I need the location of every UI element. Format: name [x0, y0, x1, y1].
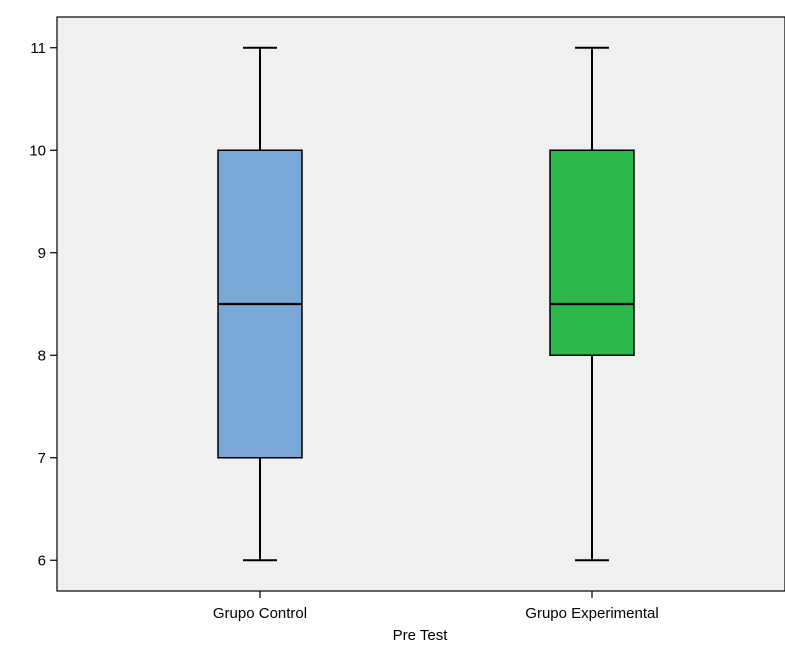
y-tick-label: 11 [30, 40, 46, 57]
box-series [217, 46, 635, 562]
x-axis-title: Pre Test [393, 627, 449, 644]
iqr-box [549, 149, 635, 356]
y-tick-label: 8 [38, 347, 46, 364]
y-tick-label: 9 [38, 245, 46, 262]
y-tick-label: 6 [38, 552, 46, 569]
box-group [217, 46, 303, 562]
x-tick-label: Grupo Experimental [525, 605, 658, 622]
box-group [549, 46, 635, 562]
x-tick-label: Grupo Control [213, 605, 307, 622]
plot-area [56, 16, 785, 592]
x-axis: Grupo Control Grupo Experimental [213, 591, 659, 622]
y-tick-label: 7 [38, 450, 46, 467]
y-axis: 6 7 8 9 10 11 [29, 40, 57, 569]
y-tick-label: 10 [29, 142, 46, 159]
